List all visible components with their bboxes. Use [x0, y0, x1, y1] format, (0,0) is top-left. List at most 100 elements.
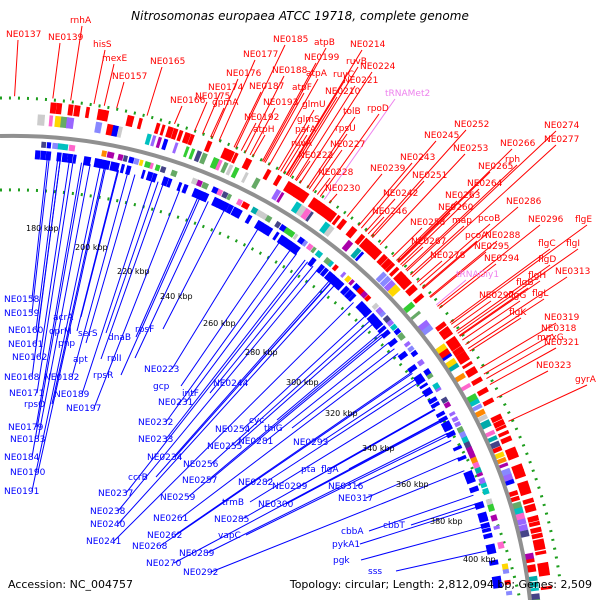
leader-line	[496, 370, 549, 399]
genome-title: Nitrosomonas europaea ATCC 19718, comple…	[131, 9, 469, 23]
gene-label: flgI	[566, 239, 580, 249]
leader-line	[174, 371, 412, 536]
gene-label: vapC	[218, 531, 241, 541]
gene-feature	[116, 126, 123, 138]
gene-feature	[384, 262, 396, 273]
gene-label: NE0285	[214, 515, 249, 525]
gene-label: hisS	[93, 40, 112, 50]
leader-line	[235, 44, 286, 149]
gene-label: NE0316	[328, 482, 364, 492]
gene-feature	[393, 270, 406, 284]
gene-feature	[176, 181, 183, 192]
gene-label: rph	[505, 155, 520, 165]
gene-feature	[377, 325, 387, 334]
gene-label: NE0185	[273, 35, 308, 45]
leader-line	[93, 49, 106, 105]
gene-feature	[490, 514, 498, 522]
gene-feature	[41, 141, 47, 149]
gene-feature	[482, 487, 490, 496]
leader-line	[430, 251, 487, 299]
gene-feature	[540, 585, 552, 591]
tick-label: 320 kbp	[325, 409, 358, 418]
leader-line	[360, 140, 437, 229]
leader-line	[406, 130, 557, 272]
gene-label: NE0289	[179, 549, 215, 559]
gene-label: NE0160	[8, 326, 44, 336]
gene-label: pcoB	[478, 214, 500, 224]
leader-line	[312, 149, 343, 192]
gene-feature	[125, 114, 135, 128]
leader-line	[455, 264, 551, 332]
leader-line	[249, 107, 276, 156]
gene-feature	[455, 350, 469, 364]
gene-feature	[230, 206, 241, 218]
gene-feature	[448, 340, 462, 352]
leader-line	[458, 287, 529, 336]
leader-line	[372, 180, 425, 239]
gene-feature	[336, 281, 345, 291]
gene-feature	[72, 154, 77, 164]
gene-label: NE0230	[325, 184, 361, 194]
gene-feature	[492, 581, 503, 589]
gene-feature	[468, 451, 476, 459]
gene-label: NE0161	[8, 340, 43, 350]
gene-label: NE0270	[146, 559, 182, 569]
gene-feature	[221, 191, 229, 199]
gene-feature	[380, 258, 393, 271]
leader-line	[299, 409, 436, 487]
gene-feature	[458, 355, 471, 365]
leader-line	[400, 188, 480, 266]
gene-label: dnaB	[108, 333, 131, 343]
gene-feature	[493, 525, 500, 530]
gene-feature	[537, 561, 550, 571]
gene-feature	[215, 159, 223, 171]
gene-label: NE0252	[454, 120, 489, 130]
gene-feature	[412, 293, 425, 304]
gene-feature	[305, 211, 314, 222]
leader-line	[37, 164, 91, 440]
gene-feature	[442, 330, 454, 341]
gene-feature	[397, 332, 406, 341]
tick-label: 400 kbp	[463, 555, 496, 564]
gene-feature	[531, 532, 544, 540]
leader-line	[35, 159, 59, 331]
gene-feature	[300, 207, 312, 221]
gene-feature	[63, 143, 69, 151]
leader-line	[206, 432, 448, 554]
leader-line	[36, 161, 74, 394]
gene-feature	[495, 424, 507, 432]
leader-line	[320, 378, 417, 443]
gene-label: gyrA	[575, 375, 597, 385]
gene-feature	[461, 360, 473, 370]
gene-feature	[307, 257, 317, 268]
gene-feature	[230, 166, 240, 179]
gene-label: NE0243	[400, 153, 435, 163]
gene-feature	[426, 372, 434, 380]
leader-line	[398, 212, 451, 264]
gene-feature	[440, 420, 452, 431]
leader-line	[31, 158, 48, 300]
leader-line	[117, 284, 336, 525]
leader-line	[233, 91, 262, 148]
gene-feature	[145, 171, 154, 182]
gene-label: pta	[301, 465, 316, 475]
gene-feature	[344, 275, 352, 283]
gene-feature	[507, 452, 520, 461]
gene-label: NE0179	[8, 423, 44, 433]
leader-line	[422, 206, 519, 290]
gene-feature	[315, 263, 326, 274]
gene-label: NE0237	[98, 489, 133, 499]
gene-feature	[347, 293, 357, 302]
leader-line	[162, 209, 226, 330]
gene-feature	[340, 271, 347, 278]
gene-feature	[159, 124, 166, 136]
gene-label: NE0262	[147, 531, 182, 541]
leader-line	[295, 160, 311, 182]
gene-feature	[497, 541, 505, 550]
leader-line	[240, 122, 257, 151]
gene-label: flgD	[538, 255, 556, 265]
gene-feature	[513, 468, 527, 480]
leader-line	[469, 317, 522, 352]
gene-label: NE0296	[528, 215, 564, 225]
gene-feature	[323, 270, 336, 283]
